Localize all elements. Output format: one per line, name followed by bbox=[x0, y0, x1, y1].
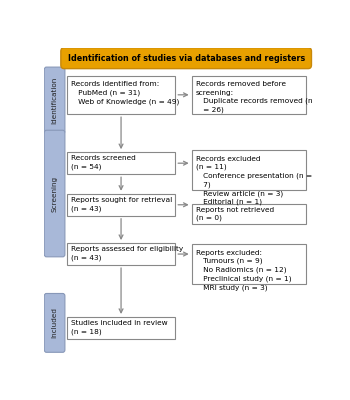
FancyBboxPatch shape bbox=[67, 317, 175, 339]
FancyBboxPatch shape bbox=[67, 194, 175, 216]
Text: Records excluded
(n = 11)
   Conference presentation (n =
   7)
   Review articl: Records excluded (n = 11) Conference pre… bbox=[196, 156, 312, 205]
FancyBboxPatch shape bbox=[191, 244, 306, 284]
FancyBboxPatch shape bbox=[67, 243, 175, 265]
Text: Records removed before
screening:
   Duplicate records removed (n
   = 26): Records removed before screening: Duplic… bbox=[196, 82, 312, 113]
Text: Records identified from:
   PubMed (n = 31)
   Web of Knowledge (n = 49): Records identified from: PubMed (n = 31)… bbox=[71, 82, 179, 105]
Text: Studies included in review
(n = 18): Studies included in review (n = 18) bbox=[71, 320, 168, 335]
Text: Records screened
(n = 54): Records screened (n = 54) bbox=[71, 156, 136, 170]
Text: Included: Included bbox=[51, 307, 58, 338]
FancyBboxPatch shape bbox=[67, 76, 175, 114]
FancyBboxPatch shape bbox=[61, 48, 312, 69]
Text: Reports assessed for eligibility
(n = 43): Reports assessed for eligibility (n = 43… bbox=[71, 246, 183, 261]
Text: Reports excluded:
   Tumours (n = 9)
   No Radiomics (n = 12)
   Preclinical stu: Reports excluded: Tumours (n = 9) No Rad… bbox=[196, 250, 291, 290]
FancyBboxPatch shape bbox=[44, 67, 65, 134]
Text: Reports sought for retrieval
(n = 43): Reports sought for retrieval (n = 43) bbox=[71, 197, 172, 212]
FancyBboxPatch shape bbox=[44, 294, 65, 352]
Text: Identification of studies via databases and registers: Identification of studies via databases … bbox=[68, 54, 305, 63]
FancyBboxPatch shape bbox=[44, 130, 65, 257]
Text: Reports not retrieved
(n = 0): Reports not retrieved (n = 0) bbox=[196, 206, 274, 221]
FancyBboxPatch shape bbox=[191, 204, 306, 224]
Text: Identification: Identification bbox=[51, 77, 58, 124]
FancyBboxPatch shape bbox=[191, 150, 306, 190]
Text: Screening: Screening bbox=[51, 176, 58, 212]
FancyBboxPatch shape bbox=[67, 152, 175, 174]
FancyBboxPatch shape bbox=[191, 76, 306, 114]
